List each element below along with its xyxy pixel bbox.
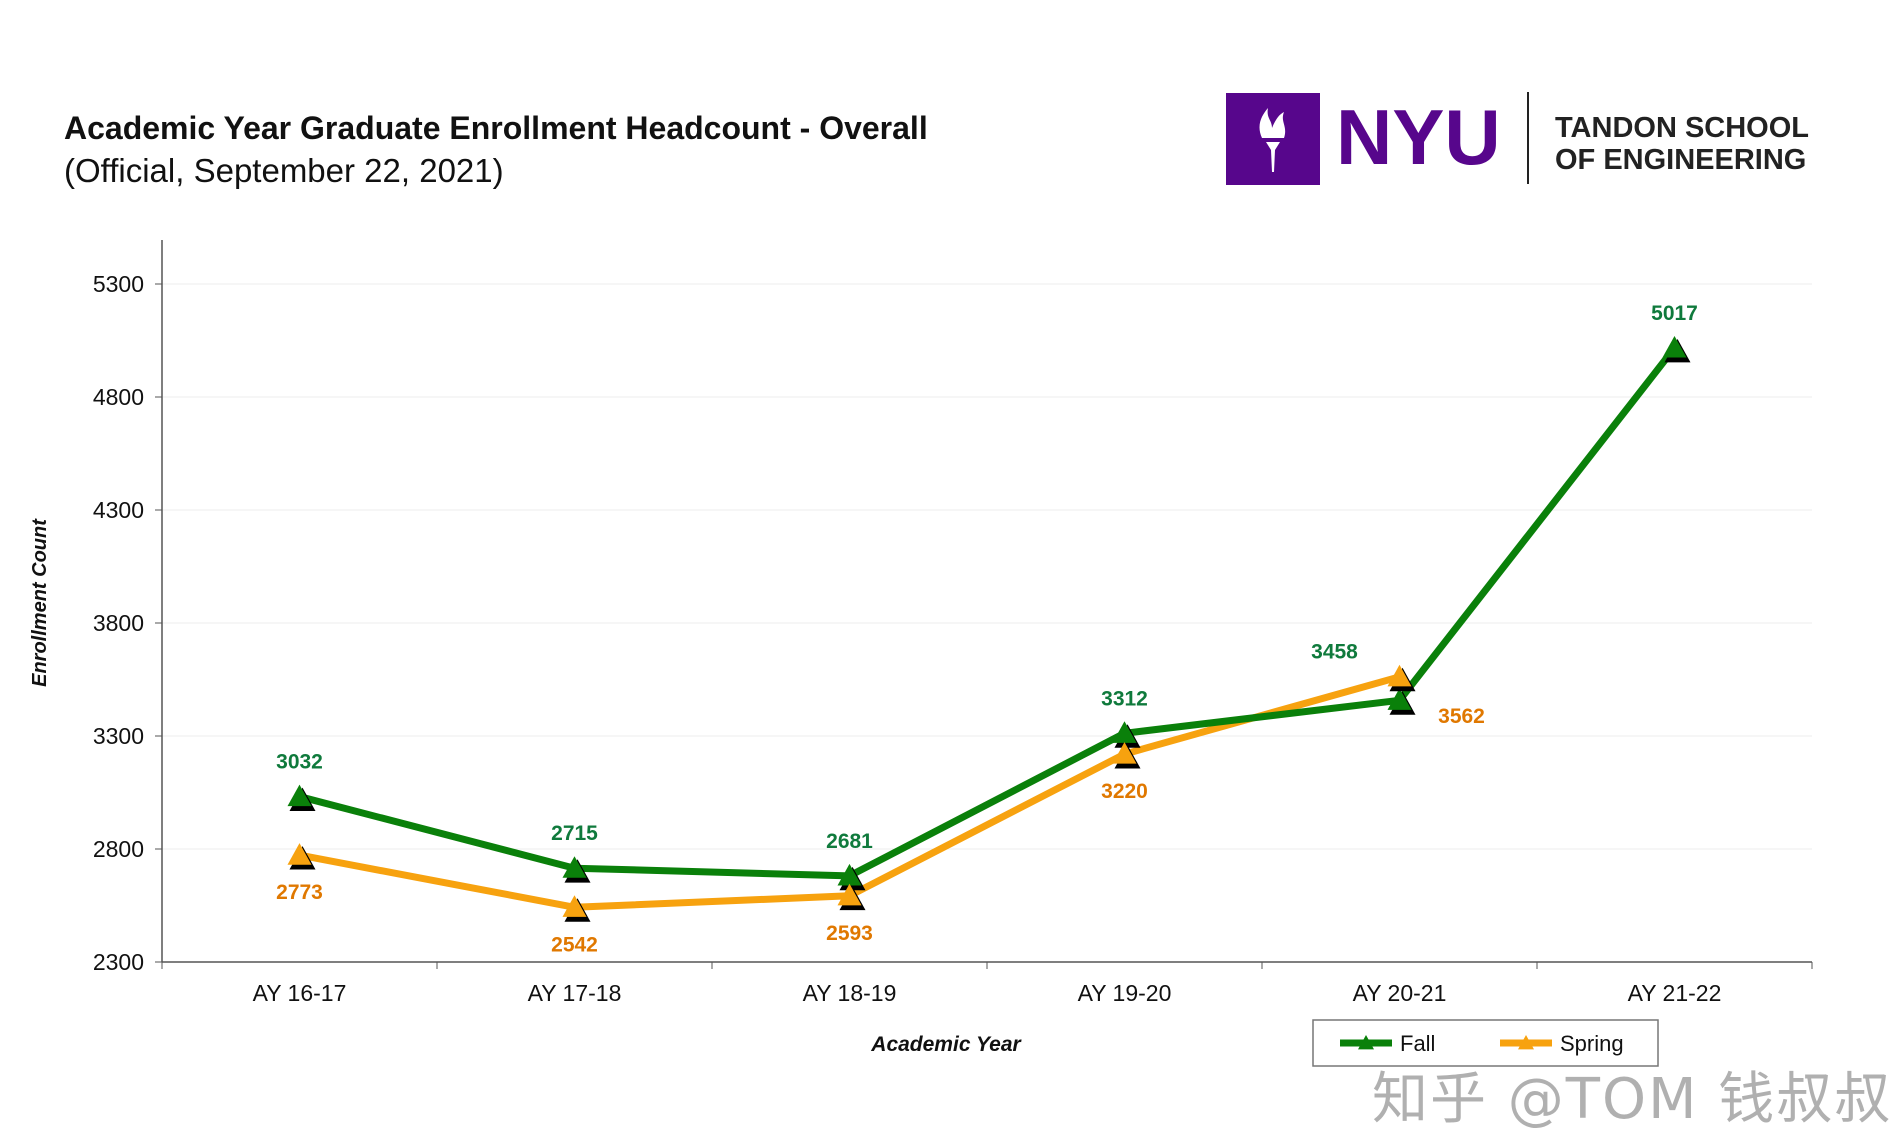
data-label-spring: 2773 [276, 881, 323, 904]
data-point-spring [1387, 664, 1412, 687]
legend-marker [1358, 1035, 1374, 1050]
data-point-fall [287, 784, 312, 807]
data-label-spring: 3562 [1438, 705, 1485, 728]
y-tick-label: 2300 [93, 949, 144, 975]
logo-line1: TANDON SCHOOL [1555, 112, 1809, 144]
x-tick-label: AY 16-17 [253, 980, 347, 1006]
legend-marker [1518, 1035, 1534, 1050]
data-label-fall: 2715 [551, 822, 598, 845]
y-axis-label: Enrollment Count [29, 518, 51, 687]
data-label-spring: 3220 [1101, 780, 1148, 803]
data-label-spring: 2542 [551, 933, 598, 956]
data-label-fall: 2681 [826, 830, 873, 853]
data-point-spring [287, 843, 312, 865]
y-tick-label: 5300 [93, 271, 144, 297]
y-tick-label: 3300 [93, 723, 144, 749]
series-line-fall [298, 345, 1678, 880]
chart-title: Academic Year Graduate Enrollment Headco… [64, 110, 928, 146]
watermark: 知乎 @TOM 钱叔叔 [1372, 1067, 1890, 1132]
y-tick-label: 2800 [93, 836, 144, 862]
y-tick-label: 4800 [93, 384, 144, 410]
data-label-fall: 3312 [1101, 687, 1148, 710]
x-tick-label: AY 21-22 [1628, 980, 1722, 1006]
data-point-fall [1112, 721, 1137, 743]
data-label-spring: 2593 [826, 922, 873, 945]
x-axis-label: Academic Year [870, 1033, 1022, 1056]
chart-subtitle: (Official, September 22, 2021) [64, 152, 504, 189]
data-label-fall: 5017 [1651, 302, 1698, 325]
x-tick-label: AY 20-21 [1353, 980, 1447, 1006]
legend: Fall Spring [1312, 1019, 1659, 1067]
logo-brand: NYU [1336, 93, 1501, 181]
data-point-fall [562, 856, 587, 878]
data-point-spring [837, 883, 862, 906]
y-tick-label: 4300 [93, 497, 144, 523]
data-point-spring [562, 895, 587, 917]
data-label-fall: 3458 [1311, 640, 1358, 663]
x-tick-label: AY 18-19 [803, 980, 897, 1006]
legend-label-fall: Fall [1400, 1031, 1435, 1056]
torch-icon [1259, 108, 1286, 172]
x-tick-label: AY 17-18 [528, 980, 622, 1006]
x-tick-label: AY 19-20 [1078, 980, 1172, 1006]
data-point-spring [1112, 742, 1137, 764]
data-label-fall: 3032 [276, 751, 323, 774]
nyu-logo: NYU TANDON SCHOOL OF ENGINEERING [1226, 92, 1809, 185]
y-tick-label: 3800 [93, 610, 144, 636]
data-point-fall [837, 863, 862, 886]
logo-line2: OF ENGINEERING [1555, 144, 1806, 176]
data-point-fall [1387, 688, 1412, 710]
data-point-fall [1662, 335, 1687, 358]
legend-label-spring: Spring [1560, 1031, 1624, 1056]
